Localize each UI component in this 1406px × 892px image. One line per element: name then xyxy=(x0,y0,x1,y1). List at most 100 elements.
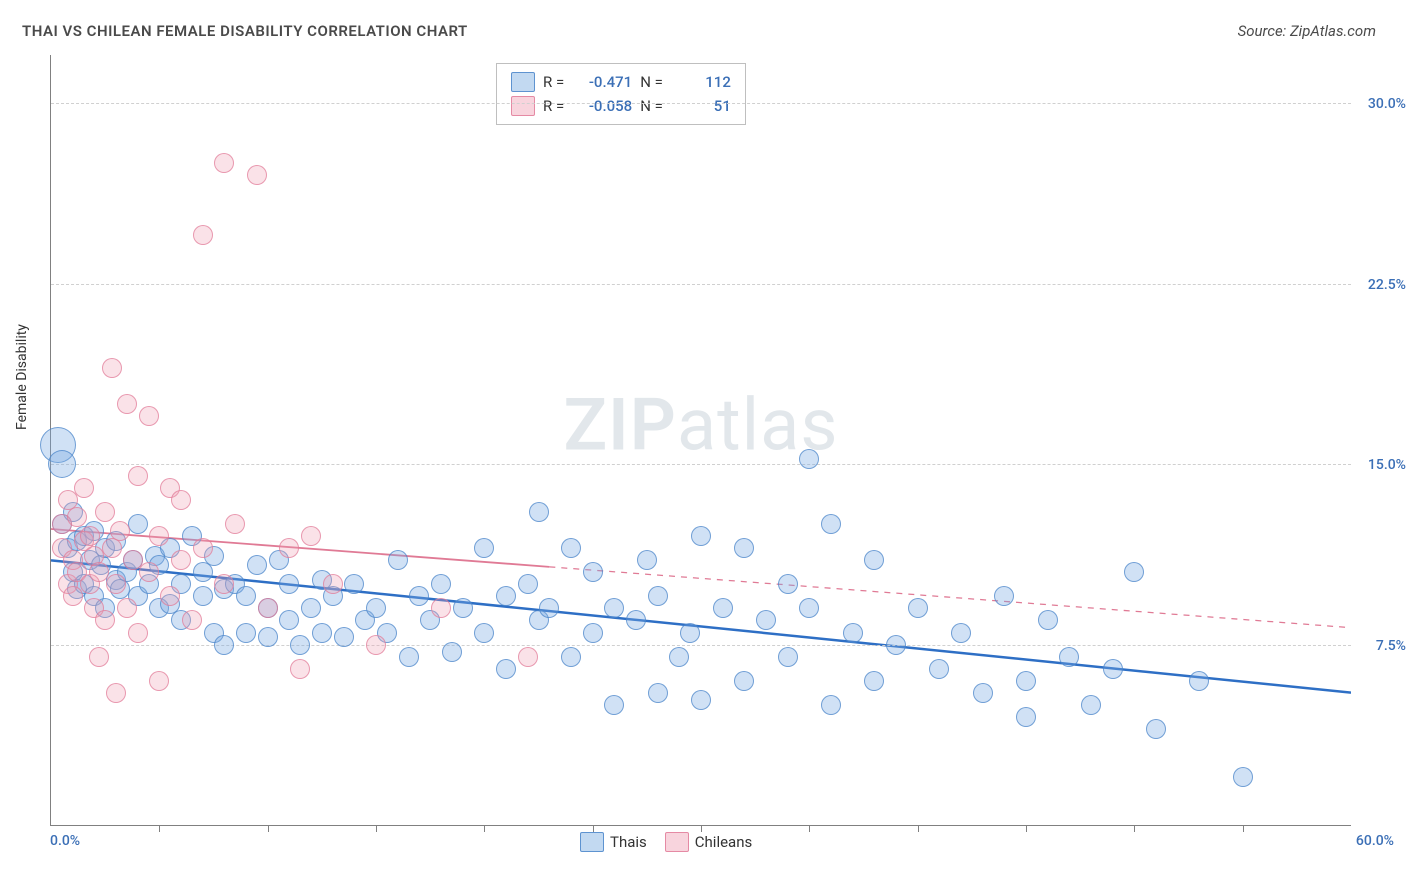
data-point xyxy=(604,695,624,715)
data-point xyxy=(409,586,429,606)
y-tick-label: 30.0% xyxy=(1368,96,1406,112)
data-point xyxy=(182,610,202,630)
data-point xyxy=(691,690,711,710)
data-point xyxy=(442,642,462,662)
data-point xyxy=(1081,695,1101,715)
data-point xyxy=(106,683,126,703)
data-point xyxy=(431,574,451,594)
x-tick xyxy=(268,825,269,832)
data-point xyxy=(225,514,245,534)
x-tick xyxy=(809,825,810,832)
legend-row-chileans: R = -0.058 N = 51 xyxy=(511,94,731,118)
data-point xyxy=(973,683,993,703)
data-point xyxy=(366,635,386,655)
data-point xyxy=(279,574,299,594)
y-tick-label: 22.5% xyxy=(1368,277,1406,293)
data-point xyxy=(713,598,733,618)
data-point xyxy=(1146,719,1166,739)
data-point xyxy=(95,502,115,522)
data-point xyxy=(149,526,169,546)
data-point xyxy=(756,610,776,630)
data-point xyxy=(778,647,798,667)
swatch-blue-icon xyxy=(580,832,604,852)
watermark: ZIPatlas xyxy=(563,382,838,467)
data-point xyxy=(279,610,299,630)
data-point xyxy=(89,647,109,667)
data-point xyxy=(214,574,234,594)
x-tick xyxy=(918,825,919,832)
x-tick xyxy=(1026,825,1027,832)
data-point xyxy=(89,562,109,582)
data-point xyxy=(236,623,256,643)
data-point xyxy=(1038,610,1058,630)
data-point xyxy=(680,623,700,643)
data-point xyxy=(583,562,603,582)
data-point xyxy=(388,550,408,570)
data-point xyxy=(539,598,559,618)
data-point xyxy=(669,647,689,667)
x-tick xyxy=(1134,825,1135,832)
x-tick xyxy=(159,825,160,832)
data-point xyxy=(886,635,906,655)
data-point xyxy=(648,586,668,606)
legend-item-thais: Thais xyxy=(580,832,647,852)
data-point xyxy=(95,610,115,630)
data-point xyxy=(301,526,321,546)
correlation-legend: R = -0.471 N = 112 R = -0.058 N = 51 xyxy=(496,63,746,125)
data-point xyxy=(626,610,646,630)
data-point xyxy=(1016,707,1036,727)
scatter-plot: ZIPatlas R = -0.471 N = 112 R = -0.058 N… xyxy=(50,55,1351,826)
data-point xyxy=(102,358,122,378)
data-point xyxy=(778,574,798,594)
data-point xyxy=(691,526,711,546)
data-point xyxy=(74,478,94,498)
data-point xyxy=(106,574,126,594)
data-point xyxy=(323,574,343,594)
data-point xyxy=(160,586,180,606)
data-point xyxy=(236,586,256,606)
gridline: 15.0% xyxy=(51,464,1351,465)
data-point xyxy=(561,647,581,667)
data-point xyxy=(561,538,581,558)
data-point xyxy=(496,586,516,606)
data-point xyxy=(171,490,191,510)
data-point xyxy=(799,598,819,618)
gridline: 22.5% xyxy=(51,284,1351,285)
data-point xyxy=(279,538,299,558)
data-point xyxy=(334,627,354,647)
data-point xyxy=(799,449,819,469)
data-point xyxy=(67,507,87,527)
data-point xyxy=(258,598,278,618)
data-point xyxy=(431,598,451,618)
data-point xyxy=(301,598,321,618)
data-point xyxy=(908,598,928,618)
data-point xyxy=(821,695,841,715)
data-point xyxy=(312,623,332,643)
data-point xyxy=(139,406,159,426)
data-point xyxy=(518,647,538,667)
data-point xyxy=(128,466,148,486)
data-point xyxy=(344,574,364,594)
data-point xyxy=(734,671,754,691)
data-point xyxy=(193,225,213,245)
data-point xyxy=(48,450,76,478)
data-point xyxy=(1233,767,1253,787)
data-point xyxy=(843,623,863,643)
data-point xyxy=(193,586,213,606)
data-point xyxy=(110,521,130,541)
data-point xyxy=(117,598,137,618)
data-point xyxy=(1016,671,1036,691)
y-axis-title: Female Disability xyxy=(14,324,30,430)
data-point xyxy=(1059,647,1079,667)
y-tick-label: 15.0% xyxy=(1368,457,1406,473)
data-point xyxy=(583,623,603,643)
data-point xyxy=(821,514,841,534)
data-point xyxy=(214,635,234,655)
data-point xyxy=(1189,671,1209,691)
swatch-blue xyxy=(511,72,535,92)
data-point xyxy=(80,526,100,546)
data-point xyxy=(648,683,668,703)
x-tick xyxy=(701,825,702,832)
chart-title: THAI VS CHILEAN FEMALE DISABILITY CORREL… xyxy=(22,22,468,40)
data-point xyxy=(247,555,267,575)
